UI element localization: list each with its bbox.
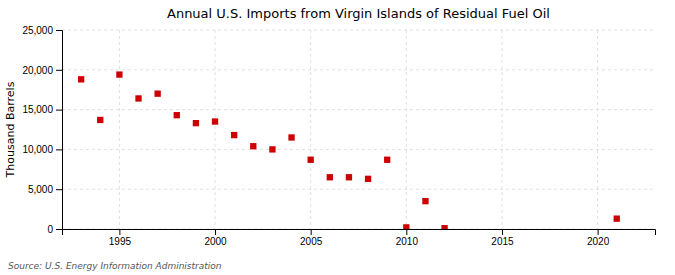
tick: 0: [47, 224, 62, 235]
x-axis: 1995 2000 2005 2010 2015 2020: [63, 229, 656, 247]
tick-mark: [406, 229, 407, 235]
tick: 2020: [587, 229, 610, 247]
tick: 2000: [204, 229, 227, 247]
point: [193, 120, 199, 126]
tick-mark: [311, 229, 312, 235]
tick-label: 20,000: [22, 65, 53, 76]
tick-mark: [56, 30, 62, 31]
chart: 1995 2000 2005 2010 2015 2020 0 5,000 10,000 15,0…: [0, 0, 675, 275]
tick-label: 15,000: [22, 104, 53, 115]
point: [346, 174, 352, 180]
tick: 5,000: [28, 184, 62, 195]
tick-label: 2000: [204, 236, 227, 247]
tick-mark: [598, 229, 599, 235]
point: [441, 225, 447, 229]
tick: 20,000: [22, 65, 62, 76]
point: [614, 215, 620, 221]
grid-line-x: [406, 30, 407, 229]
tick-label: 10,000: [22, 144, 53, 155]
point: [422, 198, 428, 204]
point: [135, 95, 141, 101]
tick-label: 2010: [396, 236, 419, 247]
tick-mark: [502, 229, 503, 235]
annotation: Source: U.S. Energy Information Administ…: [8, 261, 222, 271]
axis-line: [56, 31, 63, 230]
tick: 10,000: [22, 144, 62, 155]
grid: [62, 30, 655, 229]
tick-mark: [56, 189, 62, 190]
tick-mark: [119, 229, 120, 235]
axis-line: [63, 230, 656, 236]
grid-line-x: [597, 30, 598, 229]
tick: 2015: [491, 229, 514, 247]
point: [212, 118, 218, 124]
tick-label: 1995: [109, 236, 132, 247]
tick: 15,000: [22, 104, 62, 115]
grid-line-x: [310, 30, 311, 229]
plot: 1995 2000 2005 2010 2015 2020 0 5,000 10,000 15,0…: [22, 25, 655, 247]
tick-mark: [56, 149, 62, 150]
point: [154, 91, 160, 97]
tick-label: 25,000: [22, 25, 53, 36]
tick-label: 2015: [491, 236, 514, 247]
point: [384, 157, 390, 163]
grid-line-y: [62, 149, 655, 150]
tick: 25,000: [22, 25, 62, 36]
grid-line-y: [62, 30, 655, 31]
tick-mark: [56, 70, 62, 71]
y-axis: 0 5,000 10,000 15,000 20,000 25,000: [22, 25, 62, 235]
grid-line-x: [119, 30, 120, 229]
tick-label: 5,000: [28, 184, 53, 195]
point: [231, 132, 237, 138]
grid-line-x: [215, 30, 216, 229]
grid-line-x: [501, 30, 502, 229]
point: [174, 112, 180, 118]
tick-label: 2005: [300, 236, 323, 247]
points: [78, 71, 620, 229]
point: [269, 146, 275, 152]
point: [327, 174, 333, 180]
tick-label: 0: [47, 224, 53, 235]
grid-line-y: [62, 69, 655, 70]
tick-mark: [215, 229, 216, 235]
point: [250, 143, 256, 149]
point: [97, 117, 103, 123]
point: [288, 134, 294, 140]
grid-line-y: [62, 189, 655, 190]
point: [116, 71, 122, 77]
grid-line-y: [62, 109, 655, 110]
point: [308, 157, 314, 163]
tick-label: 2020: [587, 236, 610, 247]
point: [403, 224, 409, 229]
point: [78, 76, 84, 82]
tick: 1995: [109, 229, 132, 247]
tick: 2005: [300, 229, 323, 247]
tick-mark: [56, 229, 62, 230]
tick-mark: [56, 110, 62, 111]
tick: 2010: [396, 229, 419, 247]
point: [365, 176, 371, 182]
title: Annual U.S. Imports from Virgin Islands …: [167, 6, 550, 21]
y-axis-title: Thousand Barrels: [4, 81, 17, 178]
